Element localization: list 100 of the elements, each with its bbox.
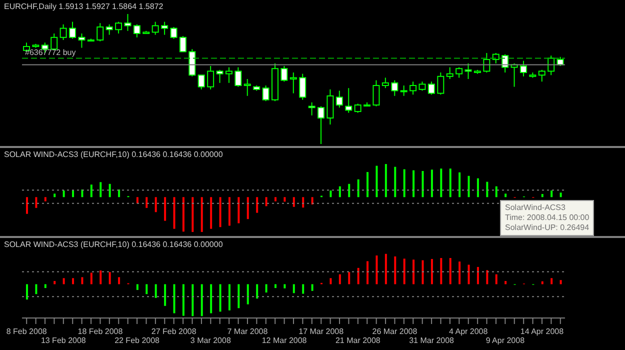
bar — [81, 189, 84, 198]
bar — [274, 197, 276, 202]
bar — [292, 284, 295, 294]
candlestick — [538, 69, 546, 82]
bar — [108, 184, 111, 198]
bar — [348, 184, 350, 198]
x-tick-label: 7 Mar 2008 — [227, 327, 268, 336]
bar — [26, 284, 28, 300]
bar — [219, 197, 222, 228]
candlestick — [428, 81, 435, 96]
candlestick — [308, 102, 316, 116]
bar — [173, 284, 176, 314]
candlestick — [318, 106, 325, 144]
bar — [311, 197, 314, 204]
bar — [357, 268, 360, 284]
bar — [422, 171, 424, 198]
bar — [54, 281, 56, 284]
candlestick — [446, 66, 454, 80]
bar — [54, 194, 56, 198]
candlestick — [345, 88, 352, 114]
bar — [90, 184, 92, 198]
candlestick — [198, 74, 205, 90]
x-tick-label: 31 Mar 2008 — [409, 336, 455, 345]
bar — [394, 256, 396, 284]
bar — [486, 270, 488, 284]
bar — [338, 186, 341, 198]
bar — [182, 197, 184, 232]
bar — [384, 164, 387, 198]
bar — [366, 172, 369, 198]
candlestick — [262, 85, 270, 102]
bar — [486, 182, 488, 198]
x-tick-label: 17 Mar 2008 — [298, 327, 344, 336]
bar — [100, 182, 102, 198]
candlestick — [78, 33, 86, 48]
candlestick — [234, 66, 242, 88]
bar — [348, 272, 350, 284]
bar — [228, 284, 230, 310]
bar — [26, 197, 28, 214]
bar — [560, 192, 562, 198]
candlestick — [69, 21, 76, 40]
candlestick — [299, 73, 306, 100]
candlestick — [170, 26, 178, 40]
x-tick-label: 13 Feb 2008 — [40, 336, 86, 345]
bar — [136, 284, 138, 290]
candlestick — [115, 21, 122, 34]
bar — [338, 274, 341, 284]
candlestick — [354, 103, 362, 114]
x-tick-label: 26 Mar 2008 — [372, 327, 418, 336]
candlestick — [188, 48, 196, 77]
bar — [192, 197, 194, 232]
bar — [35, 197, 38, 208]
candlestick — [244, 78, 251, 96]
bar — [430, 170, 433, 198]
candlestick — [225, 66, 232, 84]
annotation: SolarWind-UP: 0.26494 — [505, 223, 590, 233]
x-tick-label: 9 Apr 2008 — [486, 336, 526, 345]
bar — [210, 284, 212, 314]
bar — [403, 258, 406, 284]
bar — [541, 194, 544, 198]
candlestick — [483, 52, 490, 73]
x-tick-label: 18 Feb 2008 — [78, 327, 124, 336]
bar — [311, 284, 314, 291]
bar — [376, 255, 378, 284]
bar — [284, 197, 286, 202]
candlestick — [391, 80, 398, 96]
bar — [72, 190, 74, 198]
bar — [430, 258, 433, 284]
candlestick — [124, 14, 132, 32]
bar — [246, 284, 249, 304]
bar — [458, 262, 461, 284]
bar — [44, 197, 46, 202]
bar — [265, 197, 268, 206]
candlestick — [382, 77, 389, 89]
bar — [458, 172, 461, 198]
bar — [468, 264, 470, 284]
candlestick — [50, 33, 58, 51]
chart-title: EURCHF,Daily 1.5913 1.5927 1.5864 1.5872 — [4, 2, 164, 11]
bar — [412, 170, 415, 198]
bar — [394, 166, 396, 198]
candlestick — [464, 62, 472, 80]
bar — [412, 260, 415, 284]
bar — [62, 190, 65, 198]
bar — [210, 197, 212, 229]
candlestick — [336, 90, 343, 108]
candlestick — [280, 66, 288, 82]
ref-line-label: #6367772 buy — [25, 48, 76, 58]
bar — [173, 197, 176, 229]
x-tick-label: 27 Feb 2008 — [151, 327, 197, 336]
bar — [90, 272, 92, 284]
candlestick — [548, 55, 555, 76]
bar — [228, 197, 230, 226]
bar — [495, 274, 498, 284]
bar — [44, 284, 46, 288]
bar — [192, 284, 194, 316]
annotation: Time: 2008.04.15 00:00 — [505, 213, 590, 223]
candlestick — [161, 21, 168, 36]
bar — [357, 179, 360, 198]
bar — [384, 254, 387, 284]
x-tick-label: 4 Apr 2008 — [449, 327, 488, 336]
bar — [35, 284, 38, 294]
